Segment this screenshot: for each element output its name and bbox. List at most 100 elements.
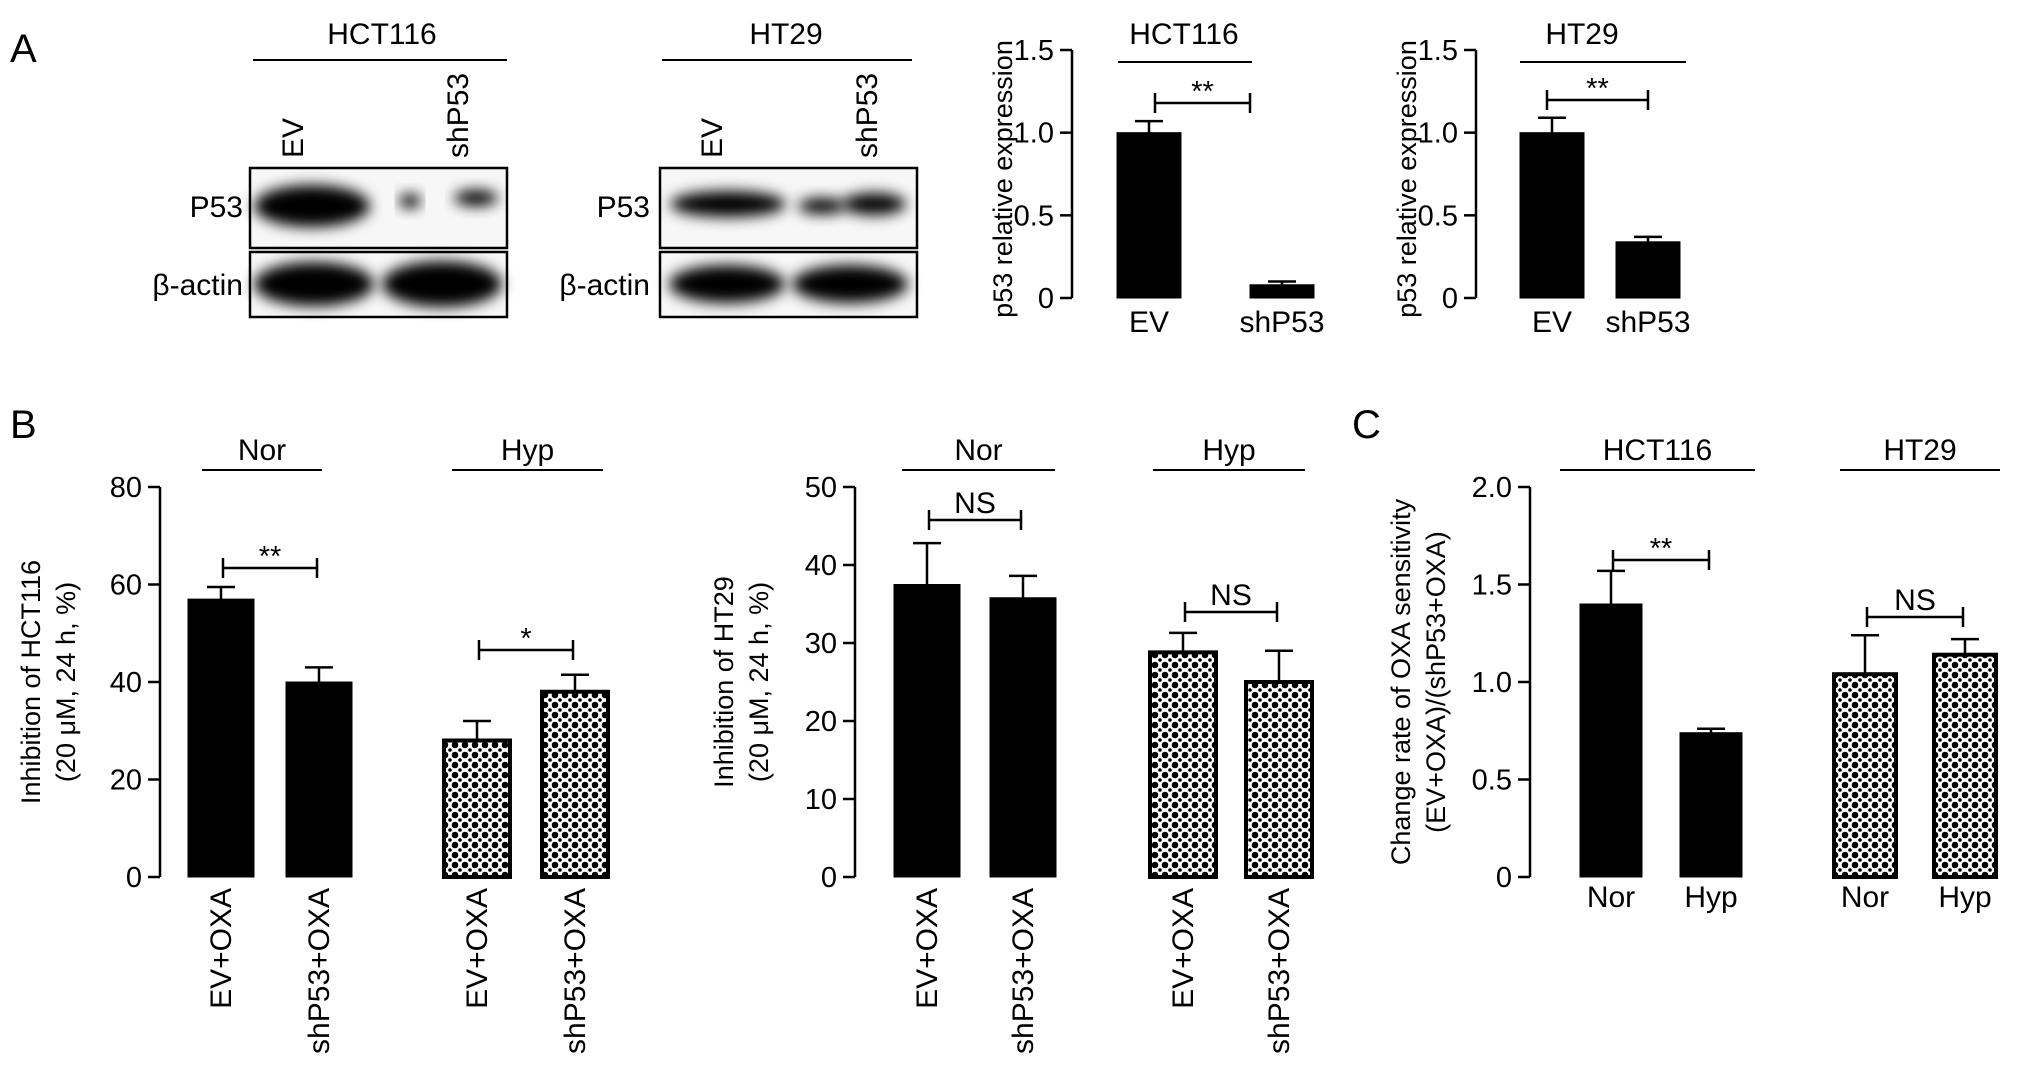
y-tick-label: 0: [1038, 283, 1054, 315]
y-tick-label: 1.5: [1014, 35, 1054, 67]
western-blot-ht29: HT29 EV shP53 P53 β-actin: [559, 18, 919, 319]
band: [670, 191, 786, 217]
group-label: Hyp: [1202, 434, 1255, 467]
bar-chart-5: 0 0.5 1.0 1.5 2.0 Change rate of OXA sensitiv…: [1386, 434, 2000, 914]
bar: [1148, 650, 1218, 879]
y-axis-label: Inhibition of HT29: [709, 576, 739, 788]
blot-membrane-p53: [248, 166, 509, 250]
x-tick-label: shP53+OXA: [303, 888, 336, 1054]
bar: [442, 738, 512, 879]
band: [399, 194, 421, 208]
y-tick-label: 30: [805, 628, 837, 660]
band: [382, 261, 502, 307]
x-tick-label: shP53: [1605, 306, 1690, 339]
blot-row-label-actin: β-actin: [152, 269, 243, 302]
y-tick-label: 0.5: [1472, 765, 1512, 797]
y-tick-label: 0: [126, 862, 142, 894]
y-tick-label: 60: [110, 570, 142, 602]
x-tick-label: Nor: [1841, 881, 1889, 914]
x-tick-label: shP53+OXA: [559, 888, 592, 1054]
group-label: HT29: [1883, 434, 1956, 467]
significance-label: **: [1191, 76, 1214, 108]
group-label: Nor: [238, 434, 286, 467]
bar: [1679, 732, 1743, 878]
y-tick-label: 80: [110, 472, 142, 504]
blot-row-label-actin: β-actin: [559, 269, 650, 302]
x-tick-label: shP53: [1239, 306, 1324, 339]
band: [254, 185, 370, 227]
x-tick-label: EV+OXA: [911, 888, 944, 1009]
panel-label-c: C: [1352, 403, 1381, 447]
bar: [1249, 284, 1315, 299]
significance-label: NS: [1894, 584, 1936, 617]
x-tick-label: shP53+OXA: [1007, 888, 1040, 1054]
blot-header: HCT116: [327, 18, 436, 51]
lane-label-shp53: shP53: [442, 73, 475, 158]
y-axis-label: (EV+OXA)/(shP53+OXA): [1421, 531, 1451, 833]
bar: [1832, 672, 1898, 880]
y-axis-label: Inhibition of HCT116: [16, 560, 46, 804]
y-tick-label: 20: [110, 765, 142, 797]
blot-row-label-p53: P53: [190, 191, 243, 224]
chart-title: HT29: [1545, 18, 1618, 51]
significance-label: **: [1650, 533, 1673, 565]
group-label: Nor: [954, 434, 1002, 467]
y-tick-label: 0: [821, 862, 837, 894]
blot-header: HT29: [749, 18, 822, 51]
x-tick-label: Hyp: [1684, 881, 1737, 914]
band: [842, 193, 906, 215]
bar: [1244, 680, 1314, 879]
y-axis-label: (20 μM, 24 h, %): [51, 582, 81, 782]
blot-row-label-p53: P53: [597, 191, 650, 224]
y-tick-label: 0.5: [1014, 200, 1054, 232]
lane-label-ev: EV: [696, 118, 729, 158]
significance-label: NS: [1210, 579, 1252, 612]
y-tick-label: 1.5: [1472, 570, 1512, 602]
y-tick-label: 1.0: [1014, 118, 1054, 150]
bar: [989, 597, 1057, 878]
x-tick-label: shP53+OXA: [1263, 888, 1296, 1054]
y-tick-label: 2.0: [1472, 472, 1512, 504]
lane-label-shp53: shP53: [851, 73, 884, 158]
x-tick-label: EV: [1532, 306, 1572, 339]
band: [454, 190, 498, 206]
bar: [893, 584, 961, 878]
x-tick-label: Hyp: [1938, 881, 1991, 914]
panel-label-a: A: [10, 27, 37, 71]
chart-title: HCT116: [1129, 18, 1238, 51]
x-tick-label: EV+OXA: [205, 888, 238, 1009]
bar-chart-4: 0 10 20 30 40 50 Inhibition of HT29 (20 μM, 24 …: [709, 434, 1314, 1054]
y-tick-label: 40: [110, 667, 142, 699]
group-label: Hyp: [501, 434, 554, 467]
y-tick-label: 50: [805, 472, 837, 504]
x-tick-label: Nor: [1587, 881, 1635, 914]
bar: [1615, 241, 1681, 299]
bar: [187, 598, 255, 878]
y-tick-label: 0: [1442, 283, 1458, 315]
y-tick-label: 1.5: [1418, 35, 1458, 67]
x-tick-label: EV+OXA: [1167, 888, 1200, 1009]
y-tick-label: 10: [805, 784, 837, 816]
y-tick-label: 0: [1496, 862, 1512, 894]
bar: [540, 689, 610, 879]
y-tick-label: 1.0: [1418, 118, 1458, 150]
group-label: HCT116: [1603, 434, 1712, 467]
x-tick-label: EV: [1129, 306, 1169, 339]
y-axis-label: p53 relative expression: [1392, 40, 1422, 318]
y-axis-label: Change rate of OXA sensitivity: [1386, 498, 1416, 865]
bar: [285, 681, 353, 878]
y-tick-label: 40: [805, 550, 837, 582]
bar: [1116, 132, 1182, 299]
band: [792, 265, 908, 303]
bar: [1579, 603, 1643, 878]
bar: [1932, 652, 1998, 880]
y-axis-label: (20 μM, 24 h, %): [744, 582, 774, 782]
bar-chart-3: 0 20 40 60 80 Inhibition of HCT116 (20 μM, 24 …: [16, 434, 610, 1054]
x-tick-label: EV+OXA: [461, 888, 494, 1009]
lane-label-ev: EV: [277, 118, 310, 158]
significance-label: *: [520, 623, 531, 655]
y-tick-label: 0.5: [1418, 200, 1458, 232]
